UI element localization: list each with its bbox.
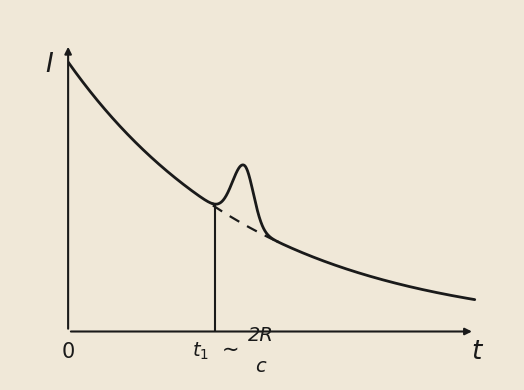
Text: I: I [46, 52, 53, 78]
Text: 2R: 2R [248, 326, 274, 344]
Text: $\sim$: $\sim$ [217, 339, 238, 359]
Text: 0: 0 [61, 342, 75, 362]
Text: c: c [256, 357, 266, 376]
Text: $t_1$: $t_1$ [192, 341, 209, 362]
Text: t: t [472, 339, 482, 365]
